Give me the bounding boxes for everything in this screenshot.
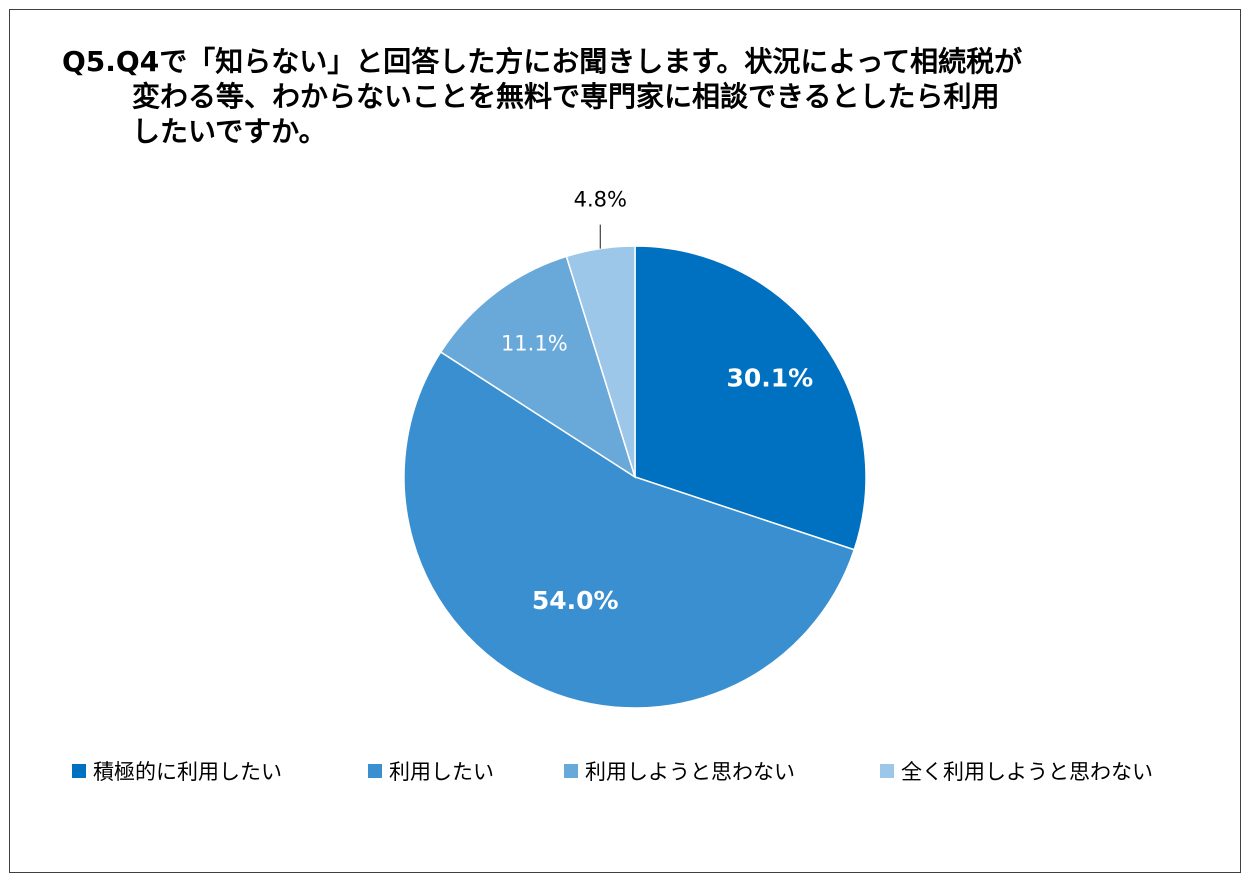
data-label-actively-use: 30.1% [726,364,813,393]
legend-label-use: 利用したい [389,760,494,784]
chart-legend: 積極的に利用したい 利用したい 利用しようと思わない 全く利用しようと思わない [72,754,1212,788]
chart-title-line-3: したいですか。 [132,115,327,148]
chart-title: Q5.Q4で「知らない」と回答した方にお聞きします。状況によって相続税が 変わる… [62,44,1172,149]
chart-title-line-1: Q5.Q4で「知らない」と回答した方にお聞きします。状況によって相続税が [62,45,1023,78]
data-label-not-use: 11.1% [501,332,568,356]
legend-swatch-actively-use [72,764,86,778]
pie-slice-use [403,350,856,709]
legend-swatch-never-use [880,764,894,778]
legend-item-never-use: 全く利用しようと思わない [880,754,1153,788]
pie-slice-actively-use [634,245,867,551]
legend-label-actively-use: 積極的に利用したい [93,760,282,784]
data-label-use: 54.0% [532,586,619,615]
legend-label-not-use: 利用しようと思わない [585,760,795,784]
legend-item-actively-use: 積極的に利用したい [72,754,282,788]
data-label-never-use: 4.8% [574,188,627,212]
legend-swatch-use [368,764,382,778]
legend-item-not-use: 利用しようと思わない [564,754,795,788]
legend-swatch-not-use [564,764,578,778]
chart-title-line-2: 変わる等、わからないことを無料で専門家に相談できるとしたら利用 [132,80,1000,113]
pie-slice-not-use [439,255,637,479]
legend-label-never-use: 全く利用しようと思わない [901,760,1153,784]
legend-item-use: 利用したい [368,754,494,788]
